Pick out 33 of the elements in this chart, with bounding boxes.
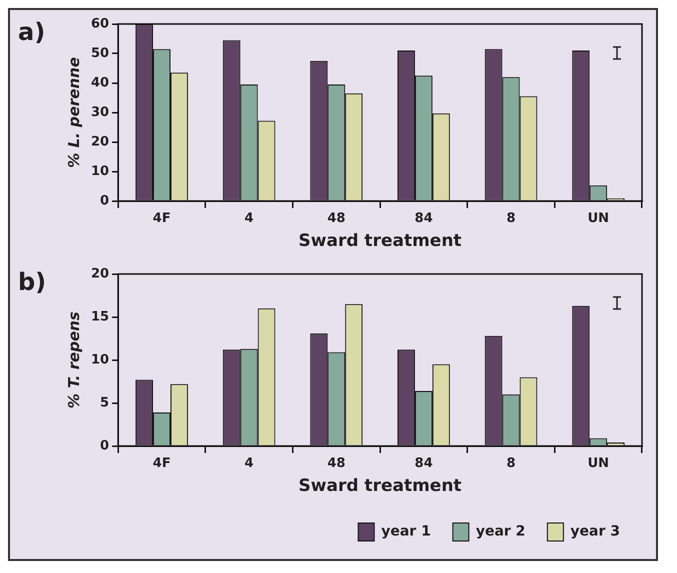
x-tick-label: 4 bbox=[244, 456, 254, 472]
x-tick-label: 4F bbox=[152, 211, 171, 226]
x-tick-label: 84 bbox=[414, 456, 433, 472]
legend-label: year 1 bbox=[381, 524, 431, 540]
y-tick-label: 5 bbox=[100, 395, 110, 410]
legend-label: year 2 bbox=[476, 524, 526, 540]
y-tick-label: 20 bbox=[90, 266, 110, 282]
x-tick-label: UN bbox=[588, 456, 610, 472]
y-tick-label: 40 bbox=[90, 75, 110, 90]
chart-title: a) bbox=[18, 18, 46, 46]
y-tick-label: 0 bbox=[100, 193, 110, 208]
x-tick-label: 4 bbox=[244, 211, 254, 226]
chart-title: b) bbox=[18, 268, 46, 296]
x-tick-label: UN bbox=[588, 211, 610, 226]
legend-label: year 3 bbox=[570, 524, 620, 540]
y-tick-label: 30 bbox=[90, 104, 110, 120]
y-tick-label: 10 bbox=[90, 352, 110, 368]
x-tick-label: 8 bbox=[506, 211, 516, 226]
x-tick-label: 84 bbox=[414, 211, 433, 226]
x-tick-label: 48 bbox=[327, 456, 346, 472]
y-tick-label: 60 bbox=[90, 16, 110, 32]
y-tick-label: 10 bbox=[90, 164, 110, 179]
y-tick-label: 15 bbox=[90, 309, 110, 324]
y-axis-title: % T. repens bbox=[64, 311, 83, 408]
y-tick-label: 20 bbox=[90, 134, 110, 150]
x-tick-label: 8 bbox=[506, 456, 516, 472]
x-tick-label: 48 bbox=[327, 211, 346, 226]
x-tick-label: 4F bbox=[152, 456, 171, 472]
x-axis-title: Sward treatment bbox=[298, 231, 462, 252]
y-tick-label: 0 bbox=[100, 438, 110, 454]
y-tick-label: 50 bbox=[90, 46, 110, 61]
y-axis-title: % L. perenne bbox=[64, 57, 83, 168]
x-axis-title: Sward treatment bbox=[298, 476, 462, 496]
